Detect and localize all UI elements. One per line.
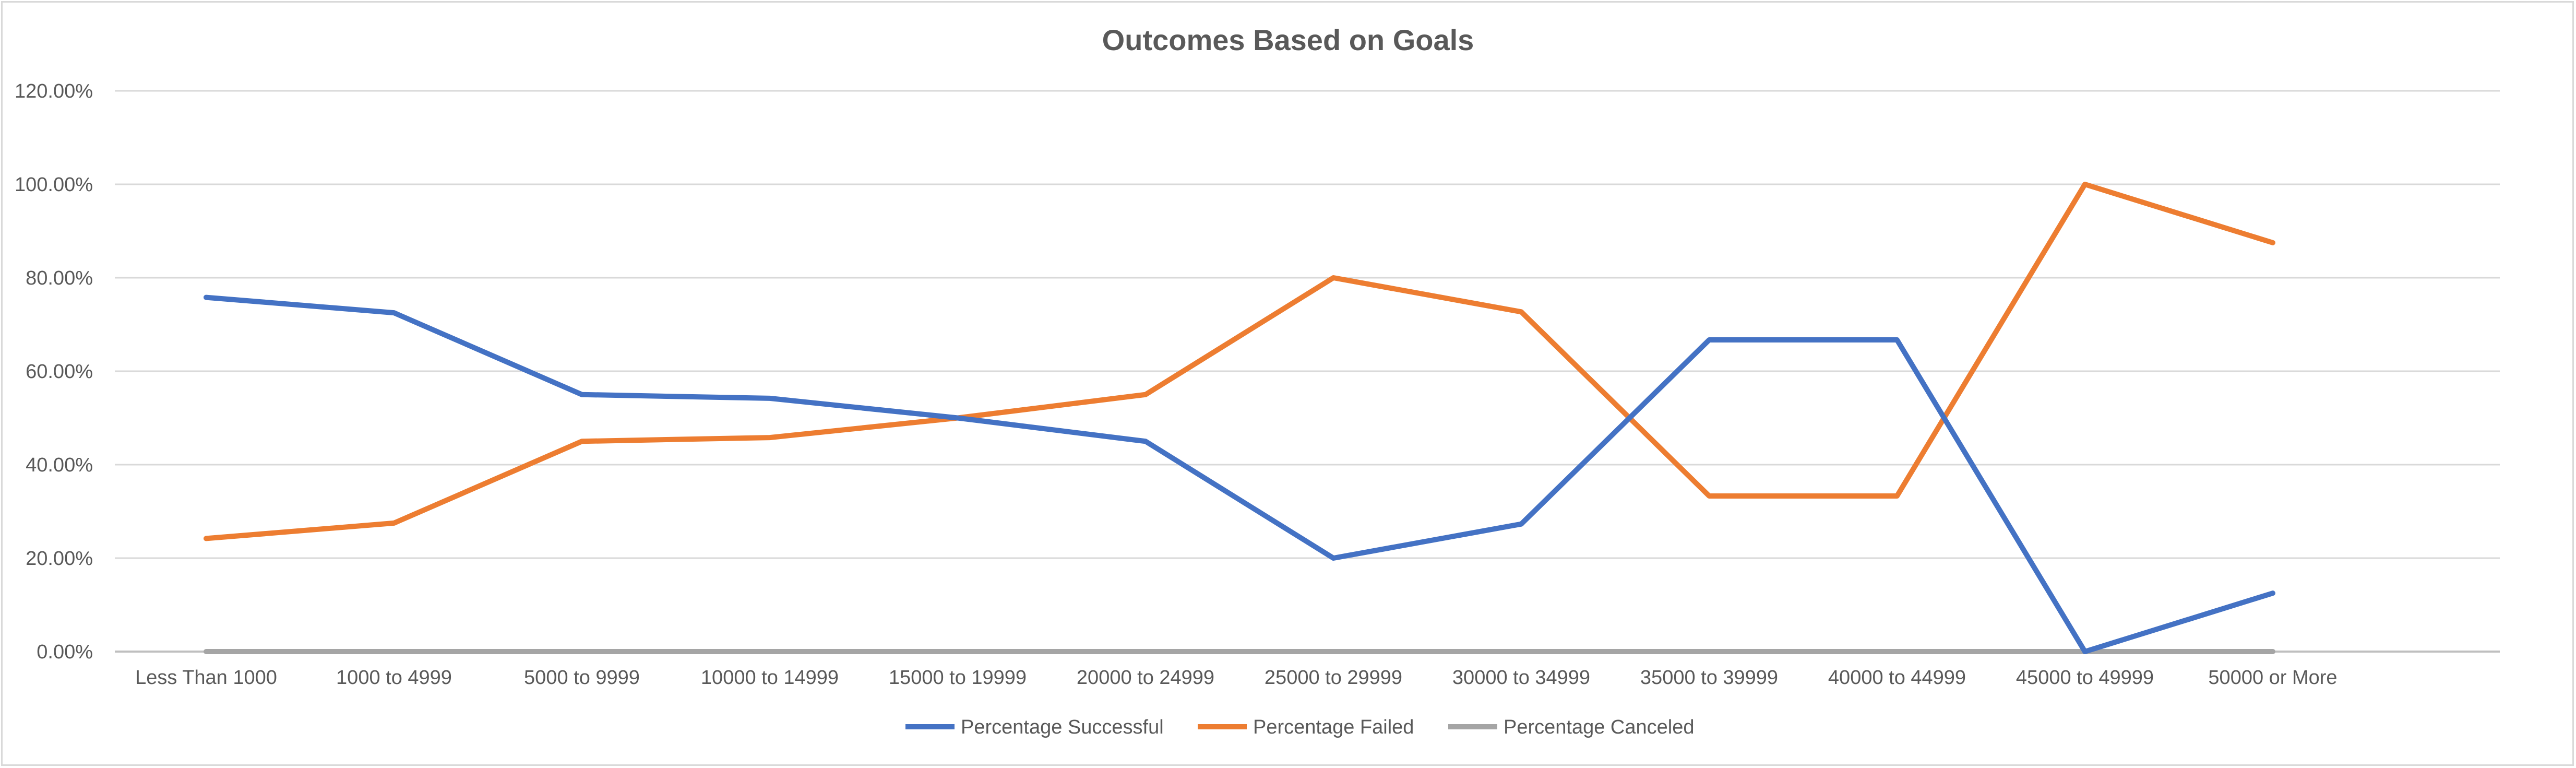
y-tick-label: 100.00% [15, 174, 93, 196]
series-line-percentage-successful [204, 294, 2275, 654]
x-tick-label: Less Than 1000 [135, 667, 277, 689]
y-tick-label: 120.00% [15, 80, 93, 102]
x-tick-label: 35000 to 39999 [1640, 667, 1778, 689]
chart-title: Outcomes Based on Goals [1102, 23, 1474, 56]
series-line-percentage-failed [204, 182, 2275, 541]
data-point [1897, 495, 1898, 497]
data-point [1709, 495, 1710, 497]
legend-label: Percentage Failed [1253, 716, 1414, 738]
y-axis-ticks: 0.00% 20.00% 40.00% 60.00% 80.00% 100.00% 120.… [15, 80, 93, 663]
x-tick-label: 1000 to 4999 [336, 667, 452, 689]
y-tick-label: 0.00% [37, 641, 93, 663]
x-tick-label: 50000 or More [2208, 667, 2337, 689]
x-tick-label: 45000 to 49999 [2016, 667, 2154, 689]
data-point [206, 538, 207, 539]
x-tick-label: 10000 to 14999 [701, 667, 839, 689]
x-tick-label: 20000 to 24999 [1077, 667, 1214, 689]
x-tick-label: 5000 to 9999 [524, 667, 640, 689]
gridlines [115, 90, 2500, 653]
legend-label: Percentage Successful [961, 716, 1164, 738]
data-point [1333, 558, 1334, 559]
x-tick-label: 40000 to 44999 [1828, 667, 1966, 689]
legend: Percentage Successful Percentage Failed Pe… [905, 716, 1694, 738]
x-tick-label: 15000 to 19999 [889, 667, 1027, 689]
y-tick-label: 80.00% [26, 267, 93, 289]
legend-label: Percentage Canceled [1504, 716, 1694, 738]
x-tick-label: 25000 to 29999 [1265, 667, 1402, 689]
y-tick-label: 40.00% [26, 454, 93, 476]
x-tick-label: 30000 to 34999 [1452, 667, 1590, 689]
y-tick-label: 20.00% [26, 548, 93, 570]
x-axis-ticks: Less Than 1000 1000 to 4999 5000 to 9999 10… [135, 667, 2338, 689]
y-tick-label: 60.00% [26, 361, 93, 383]
data-point [206, 297, 207, 298]
series-lines [204, 182, 2275, 654]
